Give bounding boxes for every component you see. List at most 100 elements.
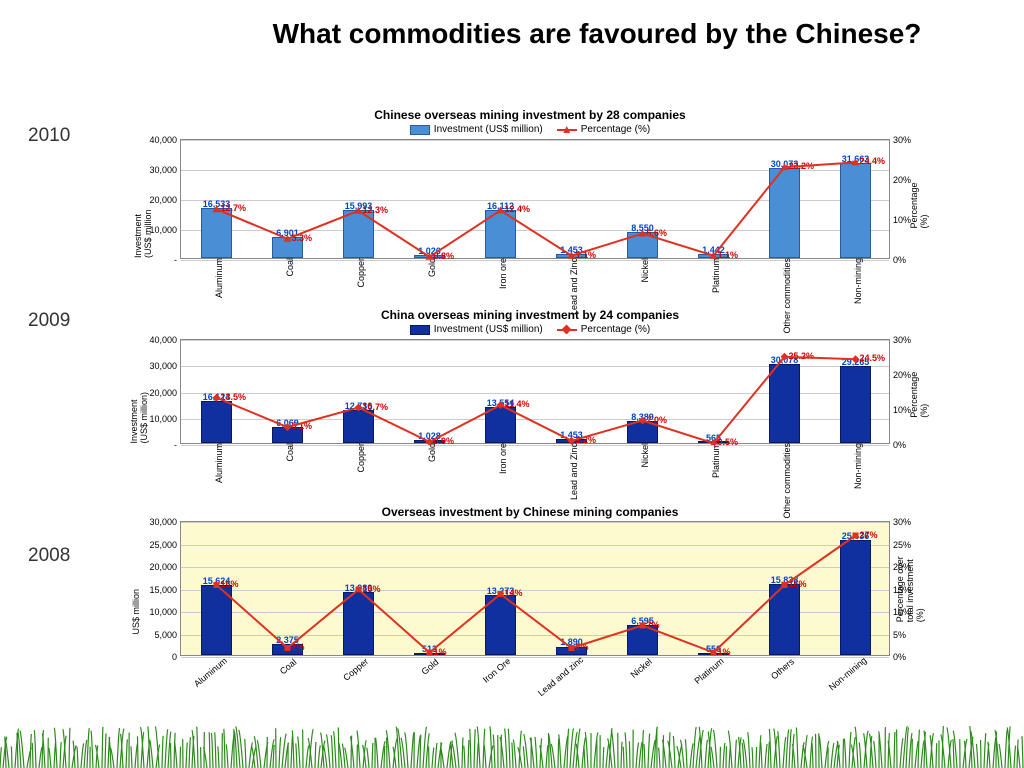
pct-label: 16% [221, 579, 239, 589]
pct-label: 12.4% [505, 204, 531, 214]
ytick-right: 20% [889, 562, 911, 572]
pct-label: 15% [363, 584, 381, 594]
category-label: Non-mining [849, 258, 863, 304]
ytick-left: 5,000 [154, 630, 181, 640]
category-label: Coal [281, 258, 295, 277]
category-label: Lead and Zinc [565, 443, 579, 500]
ytick-left: 10,000 [149, 225, 181, 235]
bar [485, 210, 517, 258]
ytick-right: 0% [889, 255, 906, 265]
pct-label: 10.7% [363, 402, 389, 412]
pct-label: 12.7% [221, 203, 247, 213]
bar [485, 407, 517, 443]
bar [201, 208, 233, 258]
chart-title: Overseas investment by Chinese mining co… [120, 505, 940, 519]
category-label: Iron ore [494, 443, 508, 474]
category-label: Aluminum [210, 258, 224, 298]
category-label: Non-mining [849, 443, 863, 489]
ytick-right: 10% [889, 215, 911, 225]
legend: Investment (US$ million)Percentage (%) [120, 124, 940, 135]
pct-label: 2% [576, 642, 589, 652]
ytick-left: 40,000 [149, 135, 181, 145]
yaxis-right-label: Percentage (%) [909, 366, 929, 418]
ytick-left: 20,000 [149, 562, 181, 572]
page-title: What commodities are favoured by the Chi… [0, 0, 1024, 58]
bar [627, 625, 659, 655]
ytick-right: 30% [889, 517, 911, 527]
pct-label: 25.2% [789, 351, 815, 361]
ytick-left: - [174, 255, 181, 265]
ytick-right: 0% [889, 652, 906, 662]
category-label: Nickel [636, 443, 650, 468]
bar [201, 585, 233, 655]
pct-label: 13.5% [221, 392, 247, 402]
pct-label: 1% [718, 647, 731, 657]
pct-label: 14% [505, 588, 523, 598]
ytick-left: 20,000 [149, 388, 181, 398]
pct-label: 2% [292, 642, 305, 652]
bar [769, 364, 801, 443]
ytick-right: 10% [889, 405, 911, 415]
pct-label: 23.2% [789, 161, 815, 171]
yaxis-left-label: US$ million [131, 589, 141, 635]
ytick-left: 10,000 [149, 607, 181, 617]
yaxis-right-label: Percentage (%) [909, 170, 929, 229]
pct-label: 1% [434, 647, 447, 657]
bar [840, 366, 872, 443]
legend: Investment (US$ million)Percentage (%) [120, 324, 940, 335]
ytick-left: 25,000 [149, 540, 181, 550]
chart-2008: Overseas investment by Chinese mining co… [120, 505, 940, 656]
ytick-left: 15,000 [149, 585, 181, 595]
bar [769, 168, 801, 258]
ytick-left: - [174, 440, 181, 450]
category-label: Lead and Zinc [565, 258, 579, 315]
ytick-right: 30% [889, 135, 911, 145]
pct-label: 27% [860, 530, 878, 540]
pct-label: 11.4% [505, 399, 530, 409]
ytick-left: 30,000 [149, 165, 181, 175]
bar [343, 210, 375, 258]
pct-label: 5.3% [292, 233, 313, 243]
bar [343, 410, 375, 443]
ytick-left: 0 [172, 652, 181, 662]
bar [485, 595, 517, 655]
plot-area: US$ millionPercentage over total investm… [180, 521, 890, 656]
category-label: Gold [423, 258, 437, 277]
category-label: Platinum [707, 258, 721, 293]
category-label: Gold [423, 443, 437, 462]
bar [343, 592, 375, 655]
ytick-left: 20,000 [149, 195, 181, 205]
yaxis-left-label: Investment (US$ million) [129, 392, 149, 444]
ytick-right: 30% [889, 335, 911, 345]
ytick-right: 20% [889, 175, 911, 185]
category-label: Lead and zinc [533, 651, 585, 698]
chart-2009: China overseas mining investment by 24 c… [120, 308, 940, 444]
ytick-right: 20% [889, 370, 911, 380]
ytick-right: 10% [889, 607, 911, 617]
ytick-left: 30,000 [149, 361, 181, 371]
pct-label: 12.3% [363, 205, 389, 215]
pct-label: 24.5% [860, 353, 886, 363]
category-label: Nickel [636, 258, 650, 283]
category-label: Copper [352, 443, 366, 473]
bar [769, 584, 801, 655]
pct-label: 7% [647, 620, 660, 630]
year-label-2008: 2008 [28, 545, 70, 567]
category-label: Non-mining [824, 652, 868, 692]
category-label: Iron ore [494, 258, 508, 289]
category-label: Copper [352, 258, 366, 288]
chart-title: China overseas mining investment by 24 c… [120, 308, 940, 322]
grass-decoration [0, 726, 1024, 768]
pct-label: 6.6% [647, 228, 668, 238]
bar [840, 540, 872, 655]
category-label: Aluminum [210, 443, 224, 483]
ytick-left: 40,000 [149, 335, 181, 345]
pct-label: 5.1% [292, 421, 313, 431]
chart-2010: Chinese overseas mining investment by 28… [120, 108, 940, 259]
plot-area: Investment (US$ million)Percentage (%)-1… [180, 339, 890, 444]
pct-label: 24.4% [860, 156, 886, 166]
chart-title: Chinese overseas mining investment by 28… [120, 108, 940, 122]
bar [201, 401, 233, 443]
bar [840, 163, 872, 258]
pct-label: 7.0% [647, 415, 668, 425]
